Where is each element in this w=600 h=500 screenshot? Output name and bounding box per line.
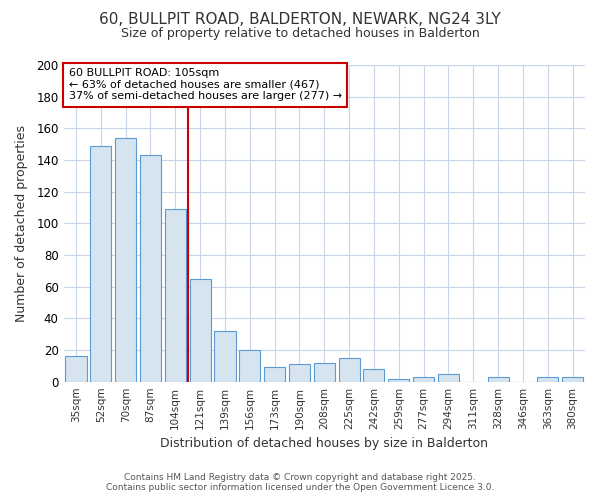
Text: 60 BULLPIT ROAD: 105sqm
← 63% of detached houses are smaller (467)
37% of semi-d: 60 BULLPIT ROAD: 105sqm ← 63% of detache… [69, 68, 342, 102]
Y-axis label: Number of detached properties: Number of detached properties [15, 125, 28, 322]
Bar [190, 279, 211, 382]
Bar [562, 377, 583, 382]
Bar [438, 374, 459, 382]
Bar [289, 364, 310, 382]
Bar [364, 369, 385, 382]
Bar [140, 156, 161, 382]
Bar [413, 377, 434, 382]
Bar [239, 350, 260, 382]
Bar [214, 331, 236, 382]
Bar [115, 138, 136, 382]
Text: Contains HM Land Registry data © Crown copyright and database right 2025.
Contai: Contains HM Land Registry data © Crown c… [106, 473, 494, 492]
Bar [264, 368, 285, 382]
Bar [488, 377, 509, 382]
Bar [90, 146, 112, 382]
Bar [65, 356, 86, 382]
Bar [314, 362, 335, 382]
Bar [165, 209, 186, 382]
Bar [537, 377, 559, 382]
Bar [388, 378, 409, 382]
X-axis label: Distribution of detached houses by size in Balderton: Distribution of detached houses by size … [160, 437, 488, 450]
Text: 60, BULLPIT ROAD, BALDERTON, NEWARK, NG24 3LY: 60, BULLPIT ROAD, BALDERTON, NEWARK, NG2… [99, 12, 501, 28]
Text: Size of property relative to detached houses in Balderton: Size of property relative to detached ho… [121, 28, 479, 40]
Bar [338, 358, 359, 382]
